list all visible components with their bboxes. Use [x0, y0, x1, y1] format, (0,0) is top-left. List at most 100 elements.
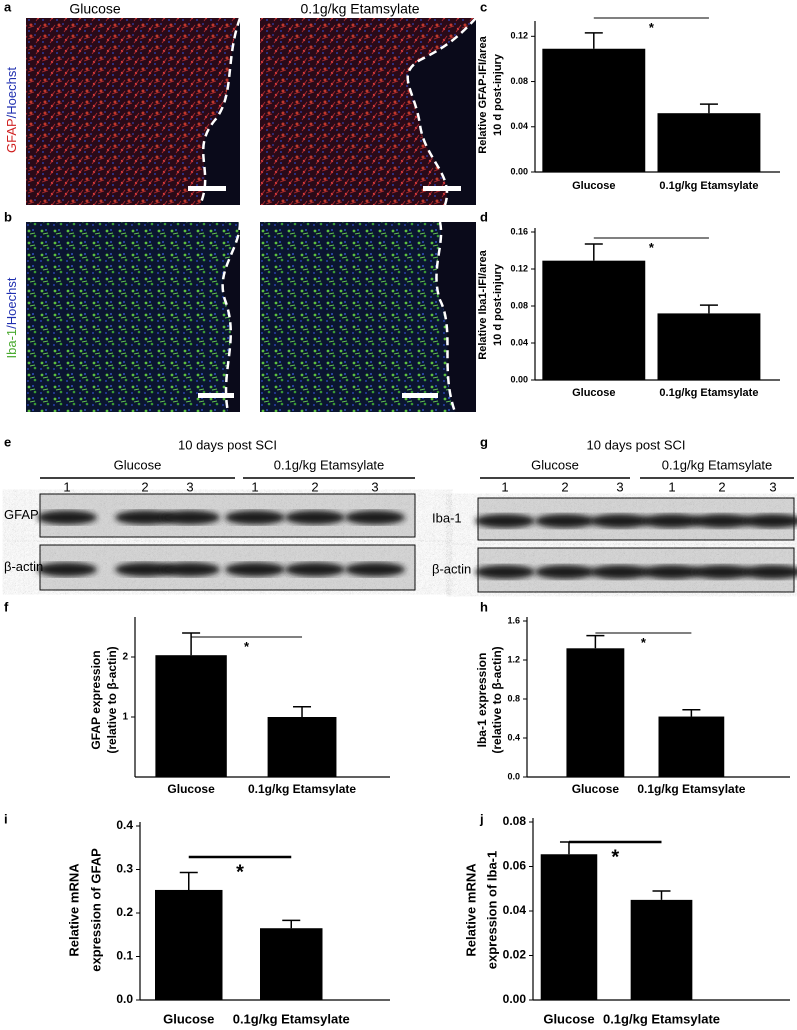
significance-star: * [649, 20, 655, 35]
error-bar [182, 632, 201, 656]
y-tick-label: 0.4 [507, 732, 520, 742]
panel-letter: a [4, 0, 12, 14]
row-label: Iba-1 [432, 510, 462, 525]
bar [566, 648, 625, 777]
lane-label: 2 [561, 479, 568, 494]
band [743, 565, 797, 579]
y-axis-label: Relative mRNA [463, 863, 478, 957]
border [406, 17, 477, 206]
stain: /Hoechst [4, 277, 19, 329]
band [692, 565, 752, 579]
group-label: Glucose [531, 457, 579, 472]
error-bar [652, 890, 671, 900]
bar [657, 313, 761, 380]
y-tick-label: 0.06 [503, 859, 527, 873]
x-tick-label: Glucose [572, 782, 620, 796]
column-label: Glucose [69, 1, 121, 17]
band [225, 510, 285, 525]
lane-label: 3 [769, 479, 776, 494]
band [475, 565, 535, 579]
scale-bar [402, 393, 438, 398]
panel-letter: j [479, 811, 484, 826]
border [435, 221, 457, 413]
y-axis-label: expression of GFAP [88, 848, 103, 972]
marker: GFAP [4, 118, 19, 153]
panel-letter: d [480, 209, 488, 224]
y-tick-label: 0.08 [510, 76, 528, 86]
band [285, 510, 345, 525]
x-tick-label: Glucose [572, 180, 615, 192]
significance-star: * [236, 861, 244, 883]
lane-label: 3 [371, 479, 378, 494]
bar [630, 899, 693, 1000]
significance-star: * [611, 846, 619, 868]
x-tick-label: 0.1g/kg Etamsylate [659, 387, 758, 399]
y-tick-label: 0.12 [510, 263, 528, 273]
error-bar [559, 841, 578, 855]
band [37, 562, 97, 577]
error-bar [699, 304, 718, 314]
bar [267, 717, 337, 777]
y-tick-label: 0.4 [116, 818, 133, 832]
y-tick-label: 0.1 [116, 949, 133, 963]
y-axis-label: (relative to β-actin) [490, 646, 504, 753]
error-bar [584, 32, 603, 49]
y-tick-label: 0.00 [510, 166, 528, 176]
marker: Iba-1 [4, 329, 19, 359]
y-tick-label: 1.6 [507, 615, 520, 625]
lane-label: 2 [718, 479, 725, 494]
y-tick-label: 0.04 [510, 121, 528, 131]
error-bar [282, 919, 301, 929]
image [26, 222, 240, 412]
row-label: GFAP/Hoechst [4, 67, 19, 153]
panel-letter: g [480, 434, 488, 449]
y-tick-label: 0.2 [116, 905, 133, 919]
band [285, 562, 345, 577]
lane-label: 1 [251, 479, 258, 494]
panel-letter: e [4, 434, 11, 449]
y-axis-label: 10 d post-injury [492, 53, 504, 136]
column-label: 0.1g/kg Etamsylate [300, 1, 419, 17]
band [590, 565, 650, 579]
y-tick-label: 0.16 [510, 226, 528, 236]
band [160, 510, 220, 525]
error-bar [584, 243, 603, 261]
y-axis-label: (relative to β-actin) [105, 646, 119, 753]
lane-label: 1 [501, 479, 508, 494]
border [198, 17, 242, 206]
panel-letter: c [480, 0, 487, 14]
error-bar [682, 708, 701, 717]
lane-label: 1 [668, 479, 675, 494]
y-axis-label: Relative GFAP-IFI/area [477, 35, 489, 153]
band [642, 565, 702, 579]
panel-letter: h [480, 599, 488, 614]
bar [155, 655, 227, 777]
bar [658, 716, 725, 777]
band [115, 562, 175, 577]
blot-title: 10 days post SCI [587, 437, 686, 452]
error-bar [586, 634, 605, 649]
lane-label: 2 [311, 479, 318, 494]
band [160, 562, 220, 577]
y-tick-label: 0.8 [507, 693, 520, 703]
band [37, 510, 97, 525]
band [743, 514, 797, 528]
scale-bar [198, 393, 234, 398]
band [345, 510, 405, 525]
bar [260, 928, 323, 1000]
bar [542, 260, 646, 380]
y-axis-label: Relative mRNA [66, 863, 81, 957]
row-label: GFAP [4, 507, 39, 522]
band [115, 510, 175, 525]
panel-letter: f [4, 599, 9, 614]
x-tick-label: 0.1g/kg Etamsylate [659, 180, 758, 192]
y-tick-label: 1 [122, 712, 128, 723]
bar [657, 113, 761, 172]
stain: /Hoechst [4, 67, 19, 119]
y-tick-label: 0.00 [503, 992, 527, 1006]
x-tick-label: Glucose [543, 1011, 594, 1026]
band [475, 514, 535, 528]
lane-label: 3 [186, 479, 193, 494]
y-axis-label: GFAP expression [89, 650, 103, 749]
y-tick-label: 1.2 [507, 654, 520, 664]
